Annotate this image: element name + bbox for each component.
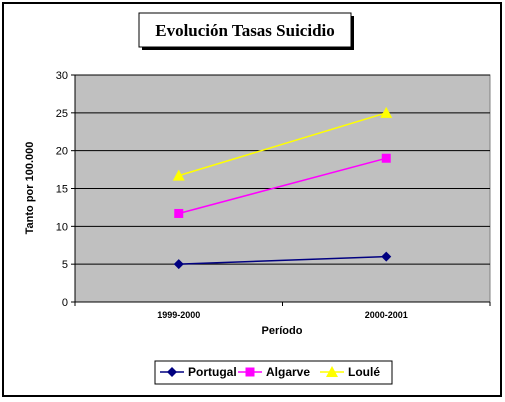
legend: Portugal Algarve Loulé <box>154 360 393 385</box>
data-point-portugal <box>173 259 184 270</box>
data-point-loule <box>172 169 185 181</box>
legend-label: Loulé <box>348 365 380 379</box>
legend-marker <box>326 366 338 377</box>
x-tick-label: 2000-2001 <box>365 310 408 320</box>
legend-item-algarve: Algarve <box>238 365 310 379</box>
legend-label: Portugal <box>188 365 237 379</box>
data-point-algarve <box>174 208 184 218</box>
y-tick-label: 10 <box>56 221 68 233</box>
series-line-loule <box>178 112 387 177</box>
chart-title-box: Evolución Tasas Suicidio <box>138 12 354 50</box>
data-point-loule <box>380 106 393 118</box>
gridlines <box>75 74 490 265</box>
series-line-portugal <box>178 255 387 265</box>
x-axis-title: Período <box>262 325 303 337</box>
y-tick-label: 25 <box>56 108 68 120</box>
y-axis-title: Tanto por 100.000 <box>24 142 36 235</box>
series-line-algarve <box>178 157 387 215</box>
data-point-algarve <box>381 153 391 163</box>
chart-title: Evolución Tasas Suicidio <box>155 21 335 40</box>
legend-marker <box>167 367 177 377</box>
axes: 0 5 10 15 20 25 30 1999-2000 2000-2001 <box>56 70 491 320</box>
legend-item-portugal: Portugal <box>160 365 237 379</box>
legend-box <box>154 360 393 385</box>
series-layer <box>172 106 393 270</box>
y-tick-label: 20 <box>56 146 68 158</box>
y-tick-label: 15 <box>56 184 68 196</box>
data-point-portugal <box>381 251 392 262</box>
legend-marker <box>245 367 255 377</box>
x-tick-label: 1999-2000 <box>157 310 200 320</box>
legend-label: Algarve <box>266 365 310 379</box>
legend-item-loule: Loulé <box>320 365 380 379</box>
y-tick-label: 5 <box>62 259 68 271</box>
y-tick-label: 0 <box>62 297 68 309</box>
y-tick-label: 30 <box>56 70 68 82</box>
